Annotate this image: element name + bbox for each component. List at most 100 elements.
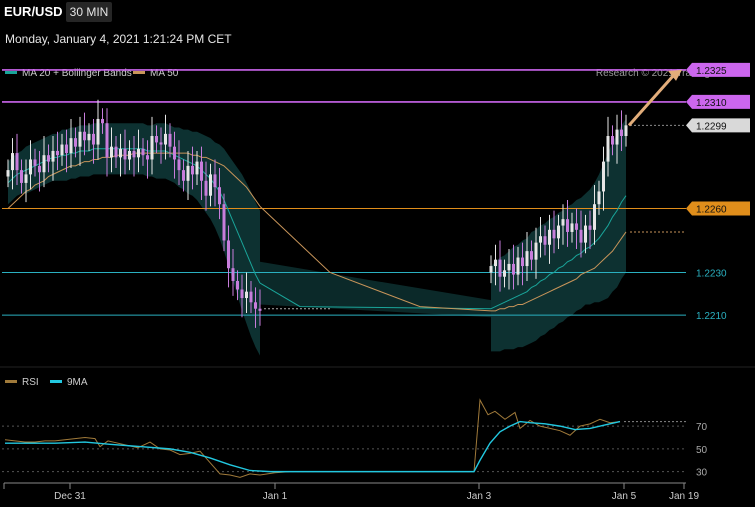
timeframe-badge[interactable] — [66, 2, 112, 22]
candle-0-20 — [96, 99, 100, 160]
level-box-3 — [686, 201, 750, 216]
timeframe-label: 30 MIN — [70, 5, 109, 19]
candle-0-7 — [38, 150, 41, 192]
level-label-2: 1.2299 — [696, 121, 727, 132]
candle-0-45 — [209, 163, 212, 207]
candle-1-7 — [521, 242, 524, 286]
candle-0-16 — [78, 116, 82, 166]
legend-ma50: MA 50 — [150, 68, 179, 79]
level-box-1 — [686, 94, 750, 109]
rsi-series-rsi_ma — [5, 420, 621, 473]
x-tick-label-0: Dec 31 — [54, 491, 86, 502]
candle-0-1 — [11, 138, 14, 190]
legend-swatch-rsi-ma — [50, 380, 62, 383]
candle-0-46 — [213, 159, 217, 207]
candle-1-28 — [615, 114, 619, 164]
candle-1-18 — [570, 212, 574, 243]
candle-1-10 — [534, 227, 538, 279]
candle-0-15 — [74, 127, 77, 158]
candle-1-23 — [593, 185, 596, 245]
candle-0-21 — [101, 108, 104, 134]
candle-1-24 — [597, 180, 601, 215]
candle-1-14 — [552, 210, 556, 254]
candle-0-2 — [15, 133, 19, 186]
candle-0-0 — [6, 159, 10, 188]
candle-0-36 — [168, 123, 172, 158]
candle-0-29 — [137, 129, 140, 173]
level-label-1: 1.2310 — [696, 98, 727, 109]
candle-1-30 — [624, 114, 628, 147]
ma20-line-1 — [490, 195, 627, 310]
candle-0-3 — [20, 159, 23, 194]
candle-0-30 — [141, 138, 145, 166]
candle-1-17 — [566, 199, 569, 247]
candle-0-51 — [236, 270, 239, 301]
candle-0-48 — [222, 193, 226, 252]
candle-1-25 — [602, 146, 605, 211]
candle-1-29 — [620, 110, 623, 151]
candle-1-9 — [530, 240, 533, 271]
datetime-label: Monday, January 4, 2021 1:21:24 PM CET — [5, 32, 232, 46]
candle-0-33 — [155, 125, 158, 154]
legend-rsi: RSI — [22, 377, 39, 388]
candle-1-15 — [557, 214, 560, 250]
x-axis: Dec 31 Jan 1 Jan 3 Jan 5 Jan 19 — [3, 483, 699, 502]
candle-0-4 — [24, 159, 28, 203]
candle-0-24 — [114, 136, 118, 168]
ma50-line-1 — [491, 231, 627, 312]
candle-0-23 — [110, 127, 113, 173]
candle-1-20 — [579, 210, 583, 258]
x-tick-label-1: Jan 1 — [263, 491, 288, 502]
projection — [627, 69, 682, 127]
candle-0-10 — [51, 136, 55, 181]
x-tick-label-4: Jan 19 — [669, 491, 699, 502]
candle-0-18 — [87, 123, 91, 151]
candle-1-13 — [548, 214, 551, 264]
level-box-0 — [686, 62, 750, 77]
candle-0-13 — [65, 129, 68, 173]
candle-0-9 — [47, 144, 50, 173]
candle-1-19 — [575, 208, 578, 250]
legend-swatch-ma50 — [133, 71, 145, 74]
candle-0-47 — [218, 167, 221, 220]
candle-0-53 — [245, 272, 248, 313]
candle-0-35 — [164, 114, 167, 160]
candle-0-22 — [105, 108, 109, 177]
candle-1-8 — [525, 231, 529, 281]
projection-arrow-head — [668, 69, 682, 81]
candle-0-27 — [128, 140, 131, 171]
legend-swatch-ma20 — [5, 71, 17, 74]
x-tick-label-3: Jan 5 — [612, 491, 637, 502]
candle-0-38 — [177, 140, 181, 186]
candle-0-28 — [132, 136, 136, 177]
level-label-3: 1.2260 — [696, 205, 727, 216]
candle-1-12 — [543, 225, 547, 256]
candle-0-56 — [258, 289, 262, 326]
candle-0-11 — [56, 131, 59, 171]
candle-0-42 — [195, 150, 199, 186]
candle-1-6 — [516, 246, 520, 286]
price-levels — [2, 69, 686, 316]
candle-1-27 — [611, 125, 614, 156]
candle-0-12 — [60, 133, 64, 166]
rsi-panel: 70 50 30 — [2, 398, 708, 479]
candle-0-14 — [69, 118, 73, 168]
candle-0-39 — [182, 159, 185, 192]
candle-0-32 — [150, 116, 154, 175]
candle-0-8 — [42, 136, 46, 188]
level-label-4: 1.2230 — [696, 268, 727, 279]
level-label-0: 1.2325 — [696, 66, 727, 77]
candle-1-5 — [512, 244, 515, 290]
legend-swatch-rsi — [5, 380, 17, 383]
candle-0-50 — [231, 249, 235, 296]
candle-0-44 — [204, 161, 208, 211]
ma50-line-gap — [259, 206, 492, 312]
candle-1-11 — [539, 217, 542, 258]
rsi-tick-label-50: 50 — [696, 445, 708, 456]
candle-0-31 — [146, 140, 149, 179]
candle-1-16 — [561, 204, 565, 245]
level-box-2 — [686, 118, 750, 133]
